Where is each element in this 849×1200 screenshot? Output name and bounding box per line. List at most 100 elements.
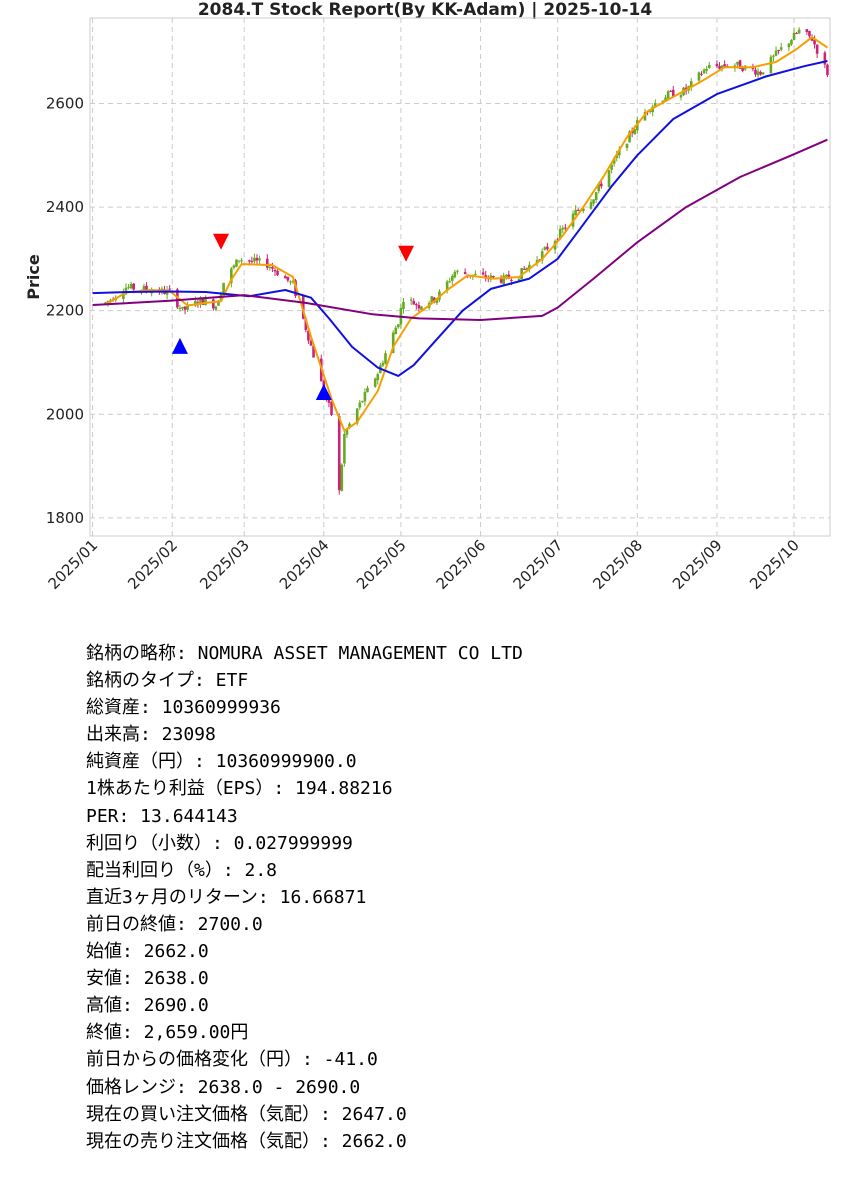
info-row: 配当利回り（%）: 2.8 xyxy=(86,859,278,881)
x-tick-label: 2025/02 xyxy=(124,536,181,593)
candle-body xyxy=(358,402,362,408)
candle-body xyxy=(230,268,233,284)
candle-body xyxy=(450,276,454,281)
candle-body xyxy=(327,397,331,403)
candle-body xyxy=(756,71,760,76)
candle-body xyxy=(718,66,721,69)
candle-body xyxy=(250,260,254,262)
candle-body xyxy=(222,282,225,294)
sell-signal-marker xyxy=(398,245,415,262)
candle-body xyxy=(394,327,398,335)
info-row: 銘柄の略称: NOMURA ASSET MANAGEMENT CO LTD xyxy=(86,643,523,664)
candle-body xyxy=(309,340,313,346)
candle-body xyxy=(823,52,827,65)
candle-body xyxy=(540,251,544,261)
candle-body xyxy=(248,260,251,262)
candle-body xyxy=(307,330,310,341)
candle-body xyxy=(633,129,637,135)
info-row: 利回り（小数）: 0.027999999 xyxy=(86,832,353,854)
candle-body xyxy=(564,227,567,229)
candle-body xyxy=(707,65,711,69)
candle-body xyxy=(463,271,467,275)
candle-body xyxy=(186,304,189,310)
candle-body xyxy=(343,434,346,464)
candle-body xyxy=(212,299,215,309)
candle-body xyxy=(502,275,505,285)
candle-body xyxy=(291,281,295,283)
candle-body xyxy=(574,209,577,216)
x-tick-label: 2025/07 xyxy=(510,536,567,593)
candle-body xyxy=(700,73,703,75)
candle-body xyxy=(790,39,793,45)
candle-body xyxy=(366,387,369,393)
candle-body xyxy=(283,276,287,279)
candle-body xyxy=(697,72,701,81)
candle-body xyxy=(348,423,351,428)
candle-body xyxy=(381,362,385,366)
candle-body xyxy=(199,297,202,305)
candle-body xyxy=(271,267,274,269)
candle-body xyxy=(361,400,364,403)
candle-body xyxy=(337,416,341,491)
candle-body xyxy=(255,257,259,261)
candle-body xyxy=(664,97,667,101)
candle-body xyxy=(289,281,292,283)
info-row: 直近3ヶ月のリターン: 16.66871 xyxy=(86,886,367,908)
candle-body xyxy=(504,275,508,277)
candle-body xyxy=(715,63,719,67)
x-tick-label: 2025/01 xyxy=(45,536,102,593)
candle-body xyxy=(813,39,816,45)
candle-body xyxy=(124,287,128,295)
candle-body xyxy=(774,50,778,56)
candle-body xyxy=(345,429,349,435)
candle-body xyxy=(795,33,798,35)
plot-frame xyxy=(89,17,831,537)
candle-body xyxy=(363,391,367,402)
candle-body xyxy=(268,267,272,269)
candle-body xyxy=(597,184,601,192)
candle-body xyxy=(779,47,783,50)
candle-body xyxy=(286,276,290,281)
info-row: 始値: 2662.0 xyxy=(86,941,209,963)
buy-signal-marker xyxy=(171,337,188,354)
candle-body xyxy=(741,67,744,71)
candle-body xyxy=(474,273,477,275)
candle-body xyxy=(301,294,305,319)
candle-body xyxy=(805,29,809,32)
info-row: 前日からの価格変化（円）: -41.0 xyxy=(86,1049,378,1071)
candle-body xyxy=(417,304,421,309)
x-tick-label: 2025/09 xyxy=(669,536,726,593)
candle-body xyxy=(132,283,135,290)
candle-body xyxy=(600,183,603,187)
candle-body xyxy=(330,401,333,415)
candle-body xyxy=(738,60,742,69)
candle-body xyxy=(391,332,395,353)
candle-body xyxy=(643,111,647,121)
candle-body xyxy=(433,297,436,302)
info-row: 純資産（円）: 10360999900.0 xyxy=(86,751,357,773)
moving-average-line xyxy=(92,138,828,321)
candle-body xyxy=(592,199,595,204)
candle-body xyxy=(168,288,171,290)
info-row: 高値: 2690.0 xyxy=(86,995,209,1017)
y-tick-label: 2400 xyxy=(46,198,84,216)
candle-body xyxy=(453,271,457,278)
candle-body xyxy=(720,65,724,69)
candle-body xyxy=(510,279,513,282)
candle-body xyxy=(235,259,238,267)
candle-body xyxy=(448,281,452,283)
candle-body xyxy=(409,299,413,301)
candle-body xyxy=(312,345,315,358)
candle-body xyxy=(194,300,197,306)
moving-average-line xyxy=(104,36,828,432)
candle-body xyxy=(253,257,256,262)
candle-body xyxy=(178,307,182,309)
x-tick-label: 2025/04 xyxy=(276,536,333,593)
candle-body xyxy=(666,91,670,99)
candle-body xyxy=(607,170,611,188)
candle-body xyxy=(217,300,220,306)
candle-body xyxy=(736,61,739,65)
candle-body xyxy=(754,69,757,75)
candle-body xyxy=(481,272,485,275)
candle-body xyxy=(826,64,829,76)
